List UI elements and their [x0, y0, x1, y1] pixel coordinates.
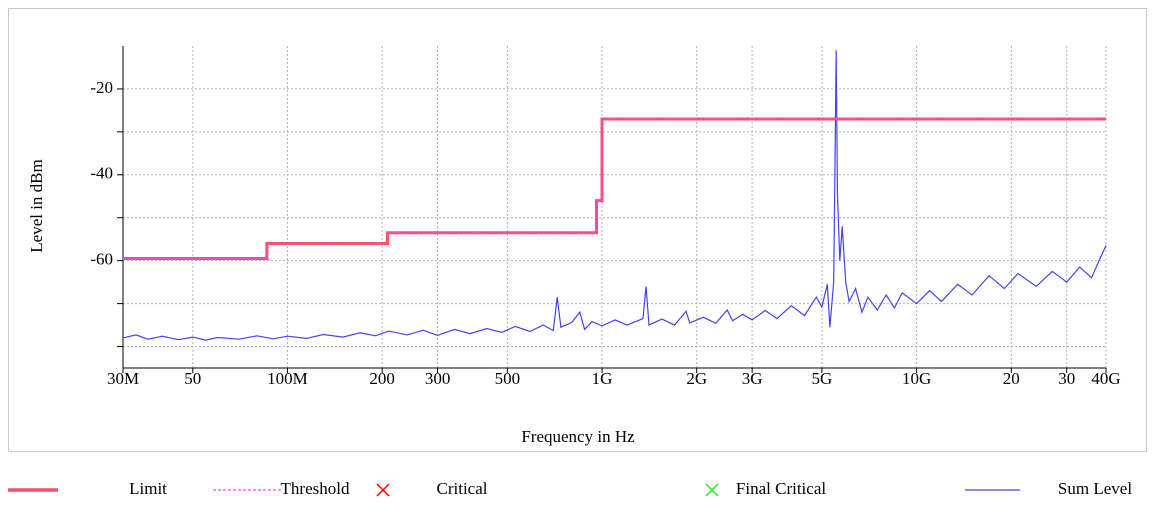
x-tick-label: 5G: [812, 369, 833, 388]
legend-swatch: [705, 483, 719, 497]
legend-swatch: [376, 483, 390, 497]
y-axis-title: Level in dBm: [27, 159, 46, 252]
chart-frame: [8, 8, 1147, 452]
y-tick-label: -20: [90, 78, 113, 97]
x-tick-label: 50: [184, 369, 201, 388]
x-tick-label: 20: [1003, 369, 1020, 388]
series-line: [123, 117, 1106, 260]
x-tick-label: 1G: [592, 369, 613, 388]
x-tick-label: 200: [369, 369, 395, 388]
legend-label: Limit: [129, 479, 167, 498]
legend-label: Critical: [437, 479, 488, 498]
x-tick-label: 30: [1058, 369, 1075, 388]
series-line: [123, 118, 1106, 259]
legend-label: Threshold: [281, 479, 350, 498]
x-tick-label: 3G: [742, 369, 763, 388]
y-tick-label: -40: [90, 164, 113, 183]
x-axis-title: Frequency in Hz: [521, 427, 635, 446]
x-tick-label: 30M: [107, 369, 139, 388]
series-line: [122, 50, 1107, 341]
x-tick-label: 10G: [902, 369, 931, 388]
legend-label: Sum Level: [1058, 479, 1132, 498]
y-tick-label: -60: [90, 250, 113, 269]
x-tick-label: 500: [495, 369, 521, 388]
x-tick-label: 2G: [686, 369, 707, 388]
legend-label: Final Critical: [736, 479, 826, 498]
x-tick-label: 300: [425, 369, 451, 388]
x-tick-label: 100M: [267, 369, 308, 388]
x-tick-label: 40G: [1091, 369, 1120, 388]
